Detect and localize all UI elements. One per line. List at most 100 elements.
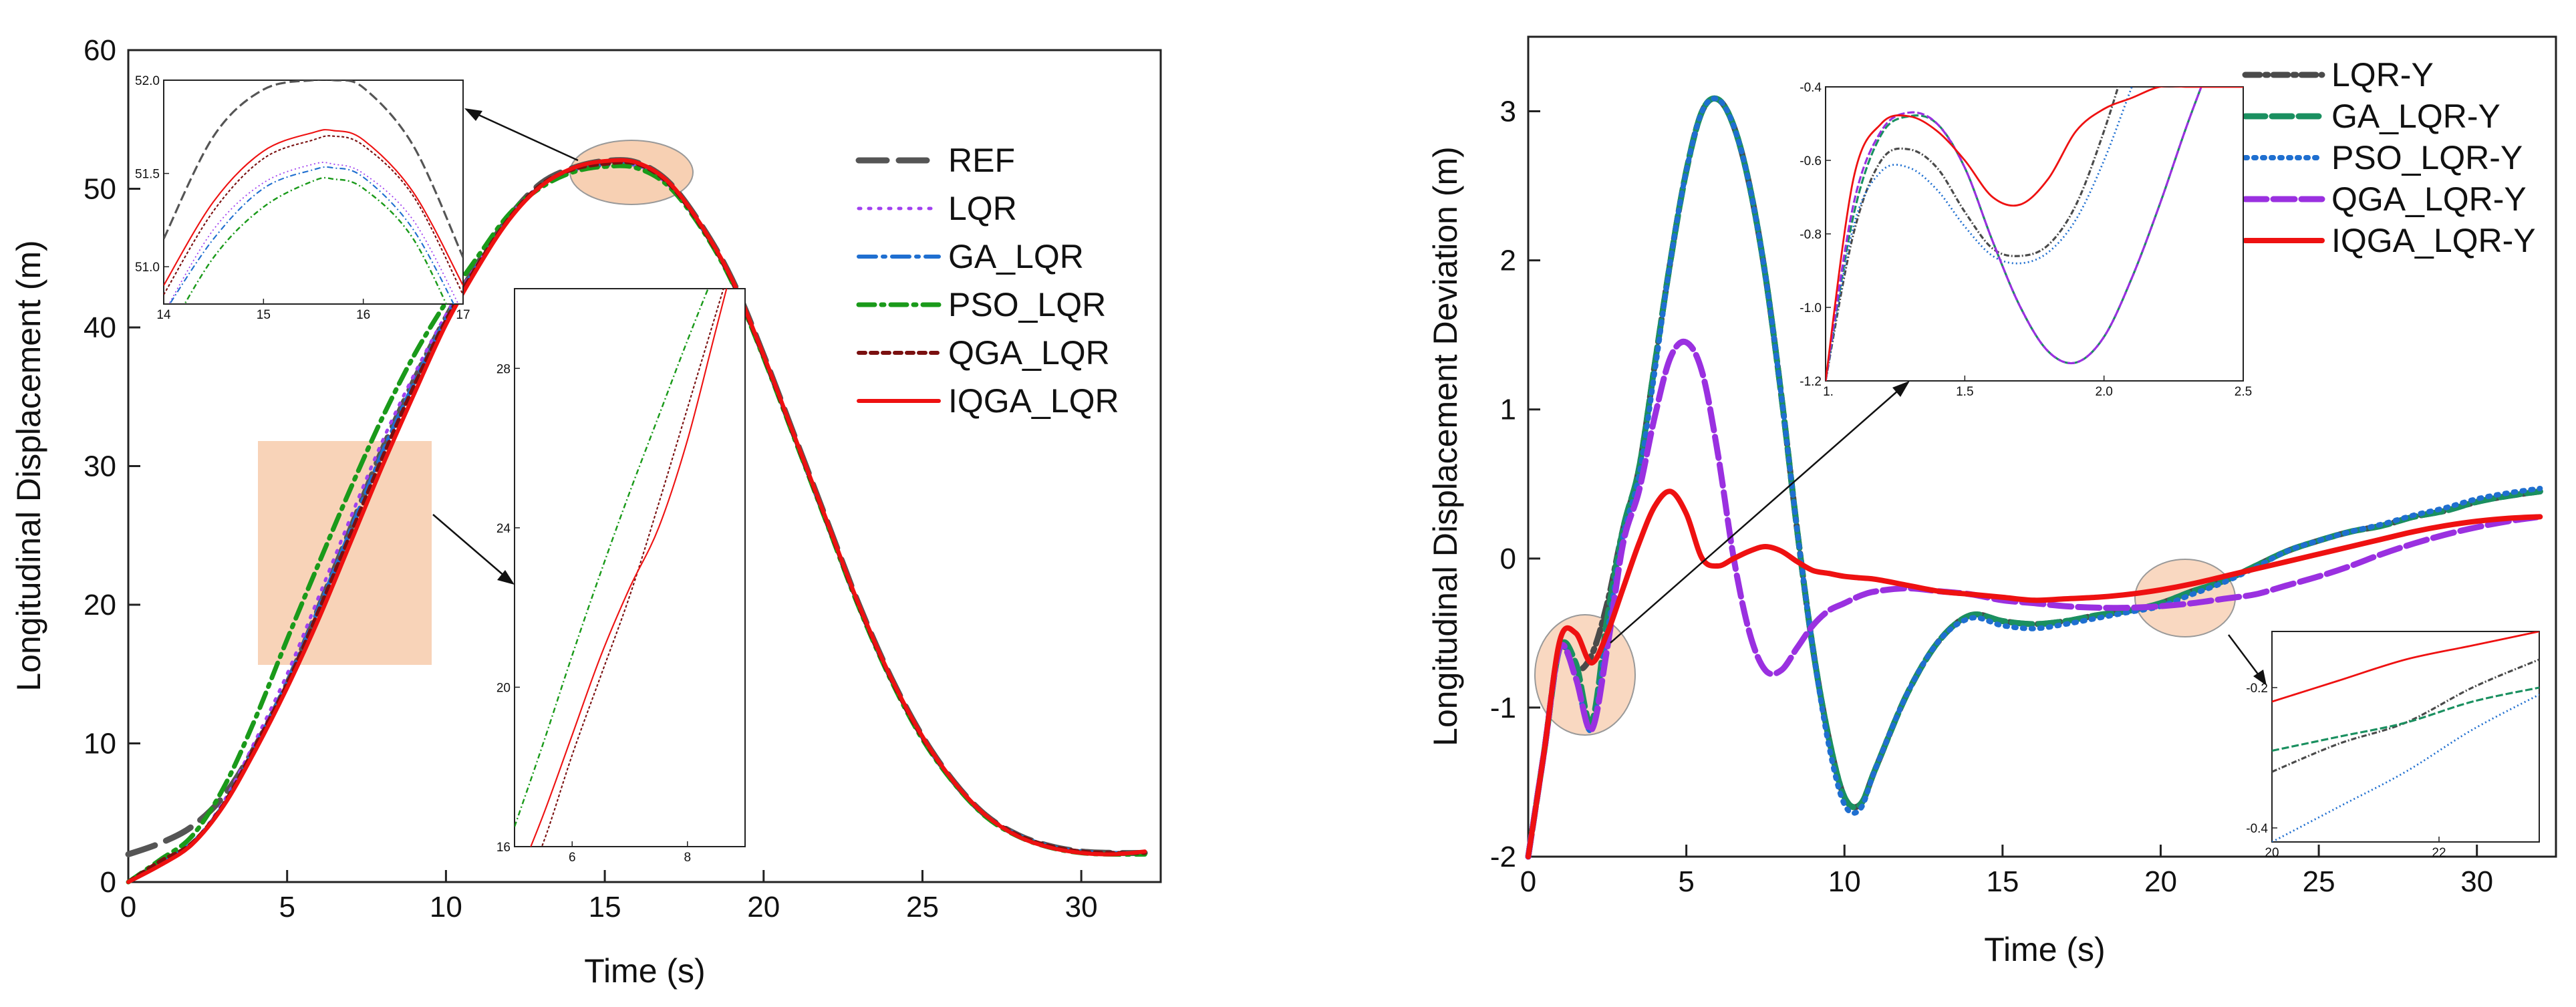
y-tick-label: -1: [1490, 692, 1516, 724]
xlabel-left: Time (s): [584, 952, 705, 990]
inset-frame: [163, 80, 464, 305]
inset-y-tick-label: -0.4: [1800, 81, 1822, 95]
y-tick-label: 60: [84, 34, 116, 67]
x-tick-label: 30: [1065, 891, 1098, 923]
x-tick-label: 10: [430, 891, 462, 923]
inset-series-qga_lqr-y: [1826, 87, 2202, 381]
inset-series-ga_lqr-y: [2272, 686, 2539, 752]
inset-series-ref: [164, 80, 463, 258]
inset-x-tick-label: 2.5: [2235, 385, 2252, 399]
chart-left: Time (s) Longitudinal Displacement (m) 0…: [10, 34, 1162, 990]
zoom-arrowhead: [2253, 670, 2267, 686]
inset-y-tick-label: 51.0: [135, 261, 160, 275]
xlabel-right: Time (s): [1984, 931, 2105, 968]
inset-frame: [514, 288, 746, 847]
y-tick-label: 10: [84, 728, 116, 760]
series-line-iqga_lqr: [126, 158, 1147, 884]
inset-x-tick-label: 2.0: [2095, 385, 2112, 399]
inset-x-tick-label: 8: [684, 851, 691, 865]
inset-rise-zoom: 6 8 16 20 24 28: [496, 288, 746, 865]
inset-x-tick-label: 15: [257, 308, 271, 322]
inset-x-tick-label: 14: [156, 308, 171, 322]
legend-label: PSO_LQR: [948, 286, 1106, 323]
x-tick-label: 5: [1678, 865, 1694, 898]
y-tick-label: 20: [84, 589, 116, 621]
x-tick-label: 0: [1520, 865, 1536, 898]
legend-label: REF: [948, 142, 1015, 179]
inset-x-tick-label: 20: [2265, 846, 2279, 860]
inset-x-tick-label: 16: [356, 308, 370, 322]
zoom-arrow: [1610, 390, 1898, 643]
plot-frame-right: [1527, 35, 2557, 858]
inset-late-zoom: 20 22 -0.2 -0.4: [2246, 631, 2540, 860]
inset-y-tick-label: -0.4: [2246, 822, 2268, 836]
inset-series-pso_lqr: [183, 176, 448, 304]
legend-label: QGA_LQR: [948, 334, 1110, 372]
inset-x-tick-label: 22: [2432, 846, 2446, 860]
inset-series-pso_lqr-y: [1826, 87, 2133, 381]
zoom-arrowhead: [464, 108, 482, 121]
zoom-arrowhead: [497, 570, 515, 585]
inset-series-iqga_lqr: [164, 129, 463, 286]
inset-y-tick-label: -0.6: [1800, 154, 1822, 168]
y-tick-label: 0: [100, 866, 116, 899]
inset-series-pso_lqr: [515, 289, 709, 827]
zoom-arrow: [2228, 634, 2259, 676]
legend-label: GA_LQR-Y: [2331, 98, 2500, 135]
inset-peak-zoom: 14 15 16 17 51.0 51.5 52.0: [135, 74, 470, 322]
inset-early-zoom: 1.5 2.0 2.5 1. -0.4 -0.6 -0.8 -1.0 -1.2: [1800, 81, 2252, 399]
inset-series-iqga_lqr-y: [2272, 631, 2539, 703]
inset-frame: [2271, 631, 2540, 843]
series-line-iqga_lqr-y: [1526, 488, 2543, 859]
inset-series-ga_lqr: [168, 166, 455, 304]
zoom-arrow: [475, 112, 579, 162]
y-tick-label: 0: [1500, 543, 1516, 575]
inset-y-tick-label: 51.5: [135, 168, 160, 182]
legend-label: PSO_LQR-Y: [2331, 139, 2523, 176]
inset-y-tick-label: -1.0: [1800, 301, 1822, 315]
x-tick-label: 20: [2144, 865, 2177, 898]
inset-y-tick-label: 24: [496, 522, 511, 536]
inset-x-tick-label: 6: [569, 851, 576, 865]
inset-y-tick-label: 16: [496, 841, 511, 855]
legend-label: IQGA_LQR-Y: [2331, 222, 2536, 259]
inset-y-tick-label: 28: [496, 362, 511, 376]
x-tick-label: 0: [120, 891, 136, 923]
y-tick-label: 3: [1500, 96, 1516, 128]
x-tick-label: 25: [906, 891, 939, 923]
inset-y-tick-label: 52.0: [135, 74, 160, 88]
inset-y-tick-label: -0.2: [2246, 682, 2268, 696]
inset-series-iqga_lqr: [530, 289, 728, 847]
y-tick-label: 40: [84, 311, 116, 344]
zoom-arrow: [432, 514, 505, 577]
x-tick-label: 25: [2303, 865, 2335, 898]
y-tick-label: 50: [84, 173, 116, 206]
legend-label: LQR: [948, 190, 1017, 227]
x-tick-label: 20: [747, 891, 780, 923]
inset-series-qga_lqr: [541, 289, 724, 847]
inset-y-tick-label: 20: [496, 681, 511, 695]
inset-x-tick-label: 17: [456, 308, 470, 322]
inset-frame: [1825, 86, 2244, 382]
inset-y-tick-label: -0.8: [1800, 228, 1822, 242]
y-tick-label: 2: [1500, 245, 1516, 277]
y-tick-label: -2: [1490, 841, 1516, 873]
x-tick-label: 15: [589, 891, 621, 923]
x-tick-label: 15: [1986, 865, 2019, 898]
legend-label: LQR-Y: [2331, 56, 2434, 94]
inset-y-tick-label: -1.2: [1800, 375, 1822, 389]
chart-right: Time (s) Longitudinal Displacement Devia…: [1427, 35, 2557, 968]
x-tick-label: 30: [2460, 865, 2493, 898]
x-tick-label: 10: [1828, 865, 1861, 898]
inset-x-tick-label: 1.: [1823, 385, 1834, 399]
series-line-qga_lqr-y: [1525, 338, 2543, 860]
ylabel-right: Longitudinal Displacement Deviation (m): [1427, 146, 1464, 746]
inset-series-qga_lqr: [164, 135, 463, 295]
legend-label: GA_LQR: [948, 238, 1084, 275]
legend-label: QGA_LQR-Y: [2331, 180, 2527, 218]
x-tick-label: 5: [279, 891, 295, 923]
inset-series-iqga_lqr-y: [1826, 87, 2243, 381]
zoom-arrowhead: [1892, 381, 1910, 397]
inset-series-lqr-y: [1826, 87, 2120, 381]
